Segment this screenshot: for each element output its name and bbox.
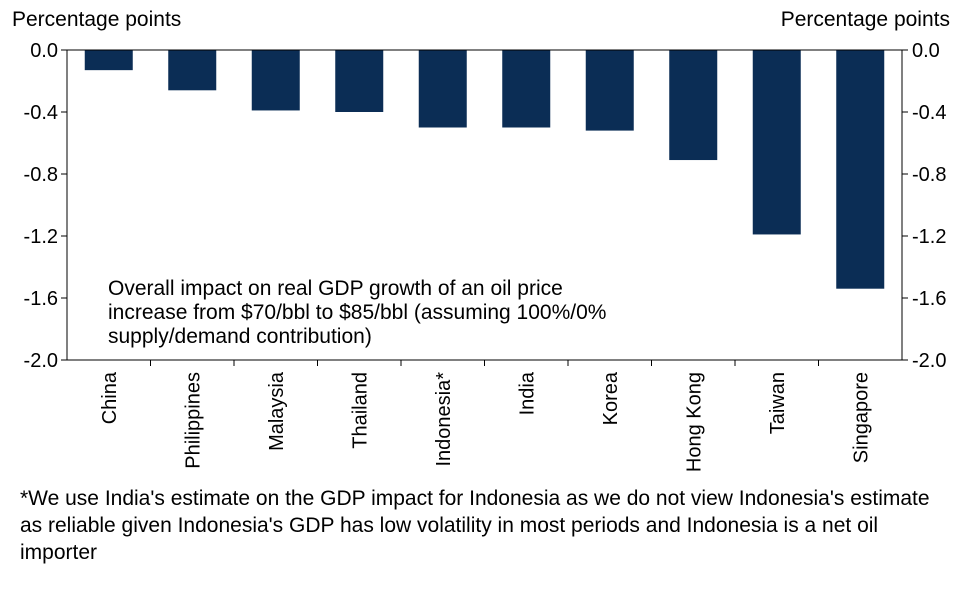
y-tick-label-right: -2.0	[912, 350, 946, 372]
y-tick-label-left: -2.0	[24, 350, 58, 372]
annotation-line-2: increase from $70/bbl to $85/bbl (assumi…	[108, 301, 606, 324]
bar-hong-kong	[669, 50, 718, 161]
annotation-line-1: Overall impact on real GDP growth of an …	[108, 277, 563, 300]
y-tick-label-right: -0.4	[912, 102, 946, 124]
bar-india	[502, 50, 551, 128]
left-axis-unit-label: Percentage points	[12, 8, 182, 31]
bar-malaysia	[251, 50, 300, 111]
y-tick-label-left: -1.6	[24, 288, 58, 310]
x-tick-label: China	[99, 371, 121, 424]
x-tick-label: Taiwan	[767, 372, 789, 434]
bar-china	[84, 50, 133, 71]
y-tick-label-left: -0.8	[24, 164, 58, 186]
x-tick-label: Korea	[600, 371, 622, 425]
bar-korea	[585, 50, 634, 131]
x-tick-label: Philippines	[182, 372, 204, 469]
x-tick-label: Singapore	[850, 372, 872, 463]
bar-singapore	[836, 50, 885, 289]
bar-thailand	[335, 50, 384, 112]
y-tick-label-left: -0.4	[24, 102, 58, 124]
bar-taiwan	[752, 50, 801, 235]
x-tick-label: Indonesia*	[433, 372, 455, 467]
y-tick-label-right: -1.6	[912, 288, 946, 310]
footnote: *We use India's estimate on the GDP impa…	[20, 487, 930, 564]
y-tick-label-left: -1.2	[24, 226, 58, 248]
bar-philippines	[168, 50, 217, 91]
bar-chart: 0.0 0.0 -0.4 -0.4 -0.8 -0.8 -1.2 -1.2 -1.6 -1.6 -2…	[24, 40, 947, 472]
x-tick-label: Thailand	[349, 372, 371, 449]
y-tick-label-right: 0.0	[912, 40, 940, 62]
chart-annotation: Overall impact on real GDP growth of an …	[108, 277, 612, 348]
x-tick-label: Hong Kong	[683, 372, 705, 472]
right-axis-unit-label: Percentage points	[780, 8, 950, 31]
annotation-line-3: supply/demand contribution)	[108, 325, 372, 348]
x-tick-label: India	[516, 371, 538, 415]
y-tick-label-right: -0.8	[912, 164, 946, 186]
y-tick-label-right: -1.2	[912, 226, 946, 248]
x-tick-label: Malaysia	[266, 371, 288, 451]
y-tick-label-left: 0.0	[30, 40, 58, 62]
bar-indonesia	[418, 50, 467, 128]
